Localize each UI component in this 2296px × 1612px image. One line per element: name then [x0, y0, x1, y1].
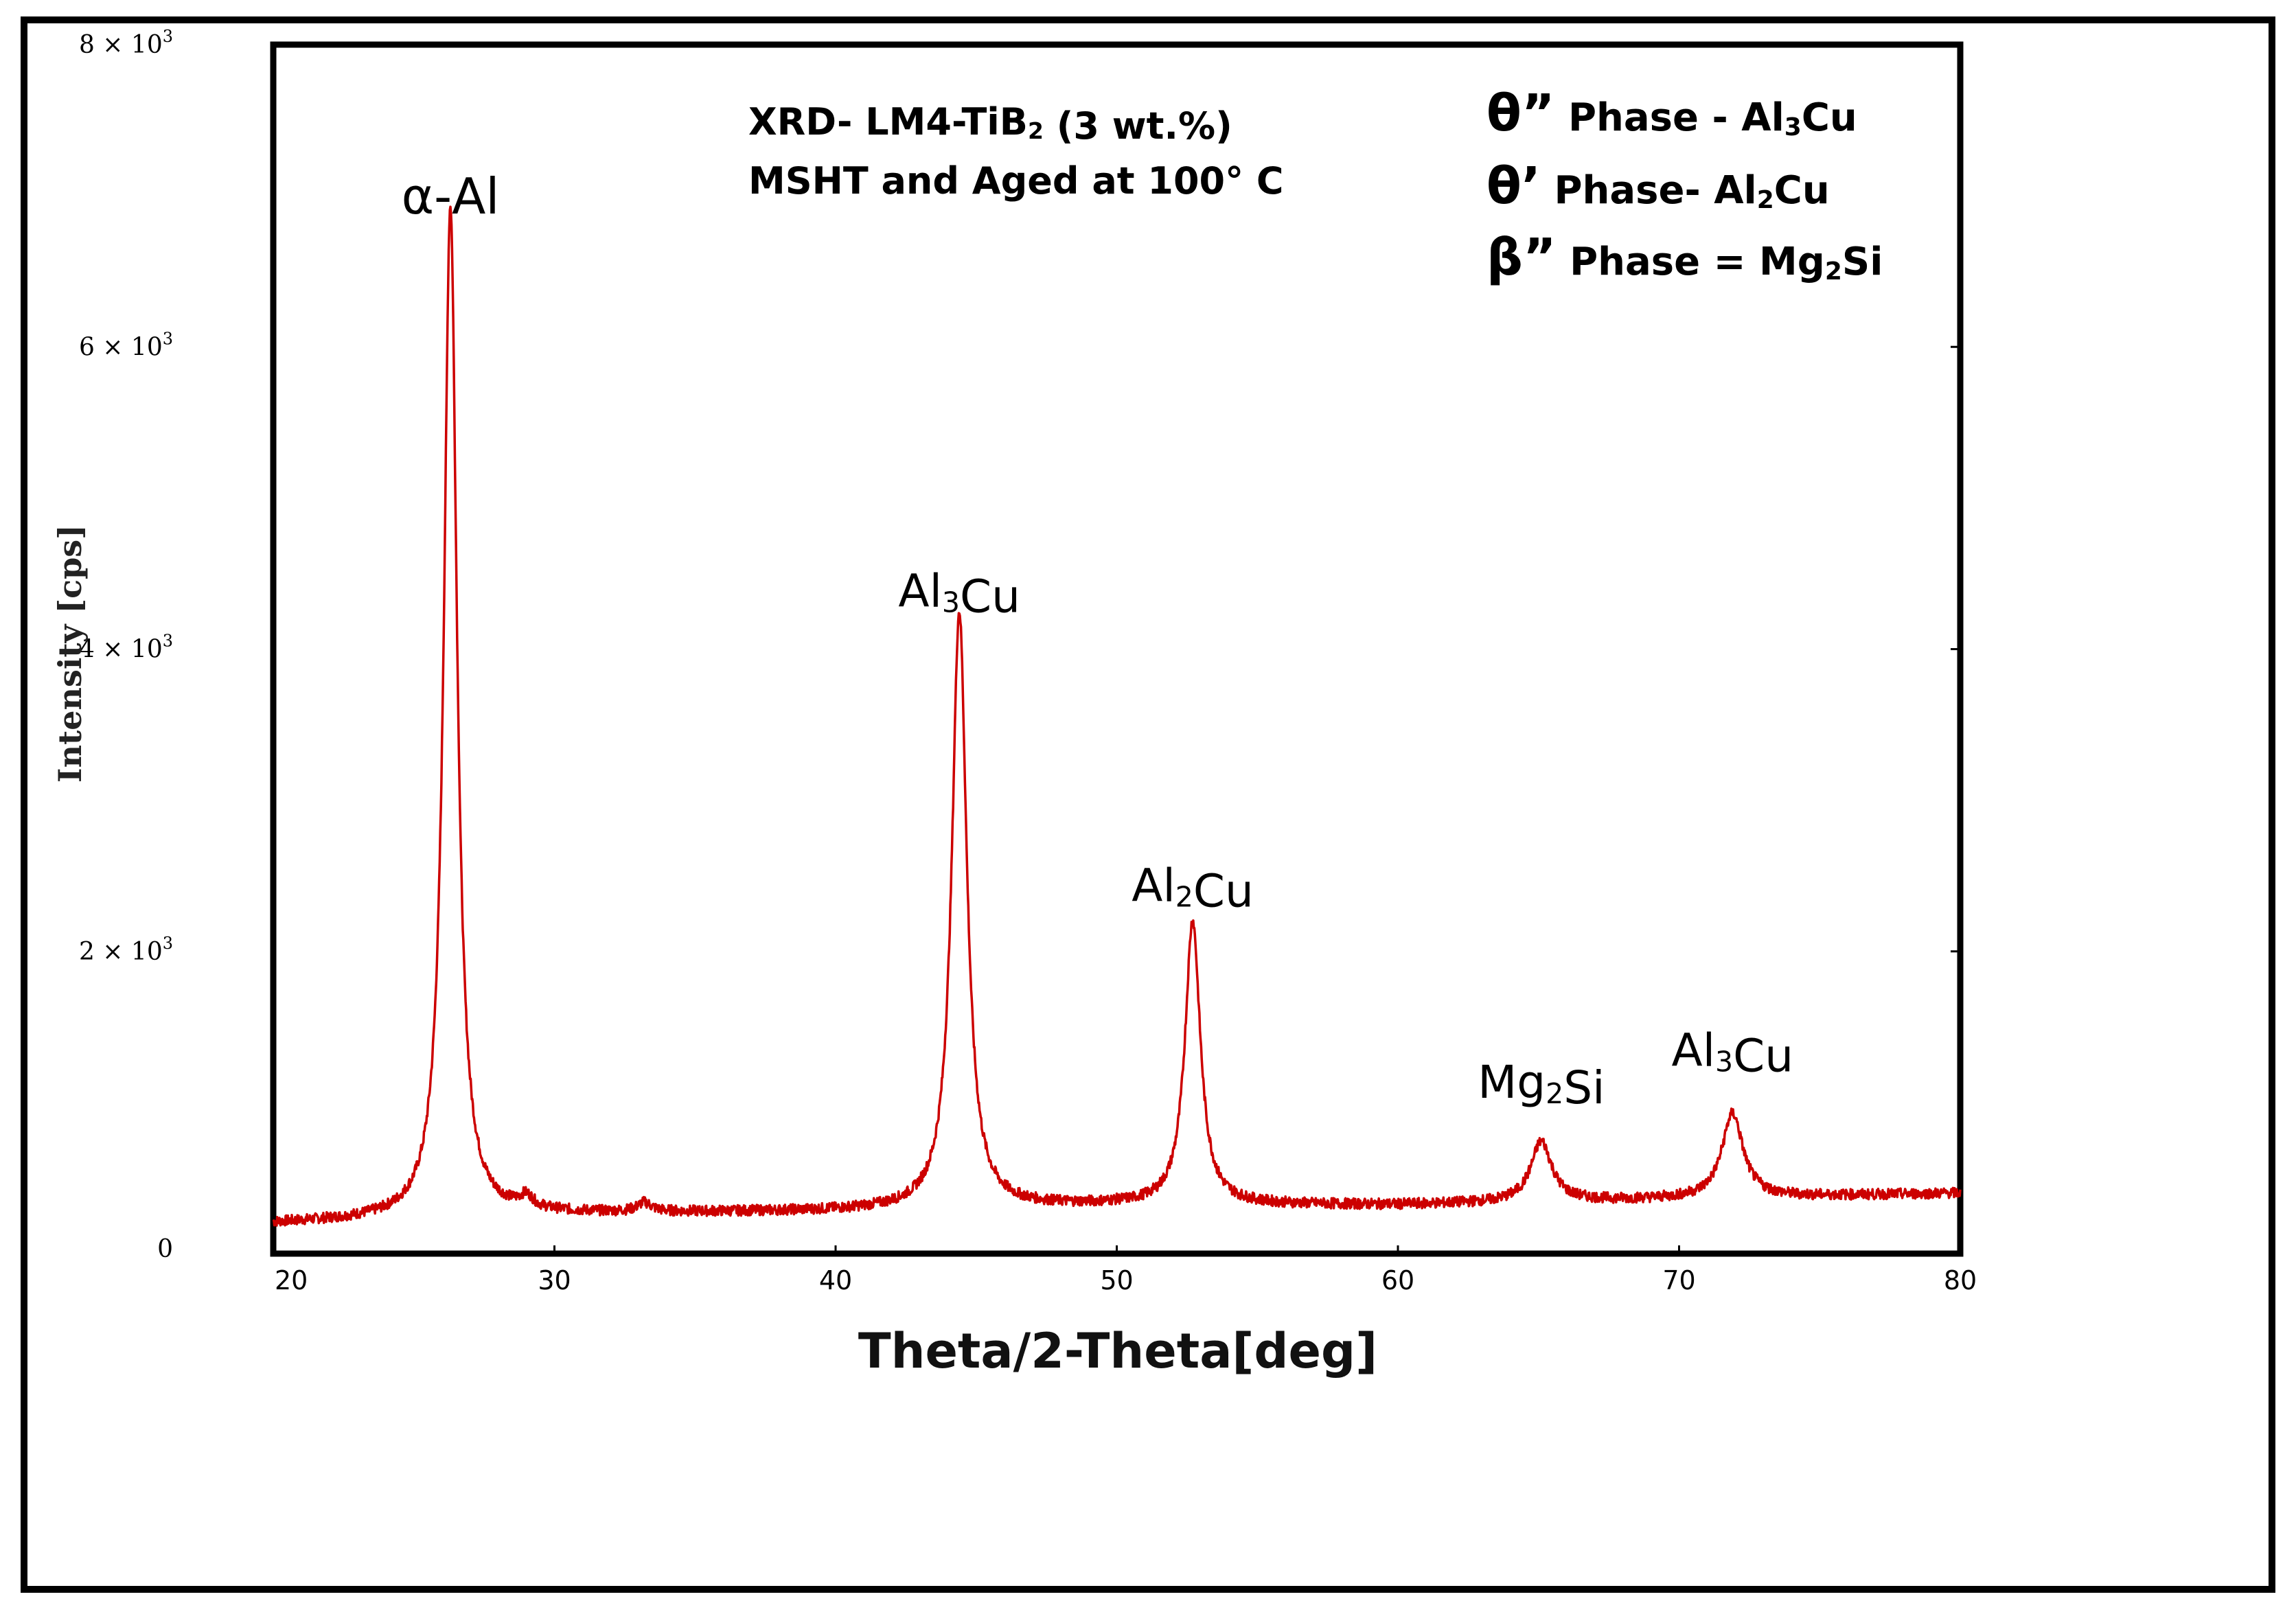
title-line: XRD- LM4-TiB2 (3 wt.%) [748, 100, 1232, 148]
x-tick-label: 50 [1100, 1265, 1133, 1296]
x-tick-label: 70 [1662, 1265, 1695, 1296]
y-tick-label: 8 × 103 [79, 27, 173, 59]
y-tick-label: 4 × 103 [79, 632, 173, 664]
outer-frame [21, 16, 2275, 1593]
x-axis-title: Theta/2-Theta[deg] [858, 1323, 1377, 1379]
y-tick-label: 0 [157, 1235, 173, 1263]
x-tick-label: 60 [1381, 1265, 1414, 1296]
peak-label: Al3Cu [1672, 1024, 1794, 1083]
peak-label: Al2Cu [1132, 860, 1254, 918]
peak-label: α-Al [402, 168, 500, 225]
chart-text: XRD- LM4-TiB2 (3 wt.%) MSHT and Aged at 1… [51, 84, 1883, 1379]
intensity-line [272, 205, 1962, 1227]
y-tick-label: 2 × 103 [79, 934, 173, 966]
peak-labels: α-Al Al3Cu Al2Cu Mg2Si Al3Cu [402, 168, 1793, 1114]
peak-label: Mg2Si [1478, 1056, 1605, 1114]
legend-entry: θ” Phase - Al3Cu [1486, 84, 1857, 143]
x-tick-label: 20 [275, 1265, 308, 1296]
x-tick-label: 40 [819, 1265, 852, 1296]
x-tick-label: 30 [538, 1265, 571, 1296]
title-line: MSHT and Aged at 100° C [748, 159, 1284, 203]
y-axis-title: Intensity [cps] [51, 525, 89, 783]
ticks: 20 30 40 50 60 70 80 0 2 × 103 4 × 103 6 × 103 8 × … [79, 27, 1977, 1296]
series [272, 205, 1962, 1227]
y-tick-label: 6 × 103 [79, 329, 173, 361]
peak-label: Al3Cu [898, 564, 1020, 623]
legend-entry: β” Phase = Mg2Si [1486, 228, 1883, 287]
x-tick-label: 80 [1944, 1265, 1977, 1296]
legend-entry: θ’ Phase- Al2Cu [1486, 157, 1830, 216]
